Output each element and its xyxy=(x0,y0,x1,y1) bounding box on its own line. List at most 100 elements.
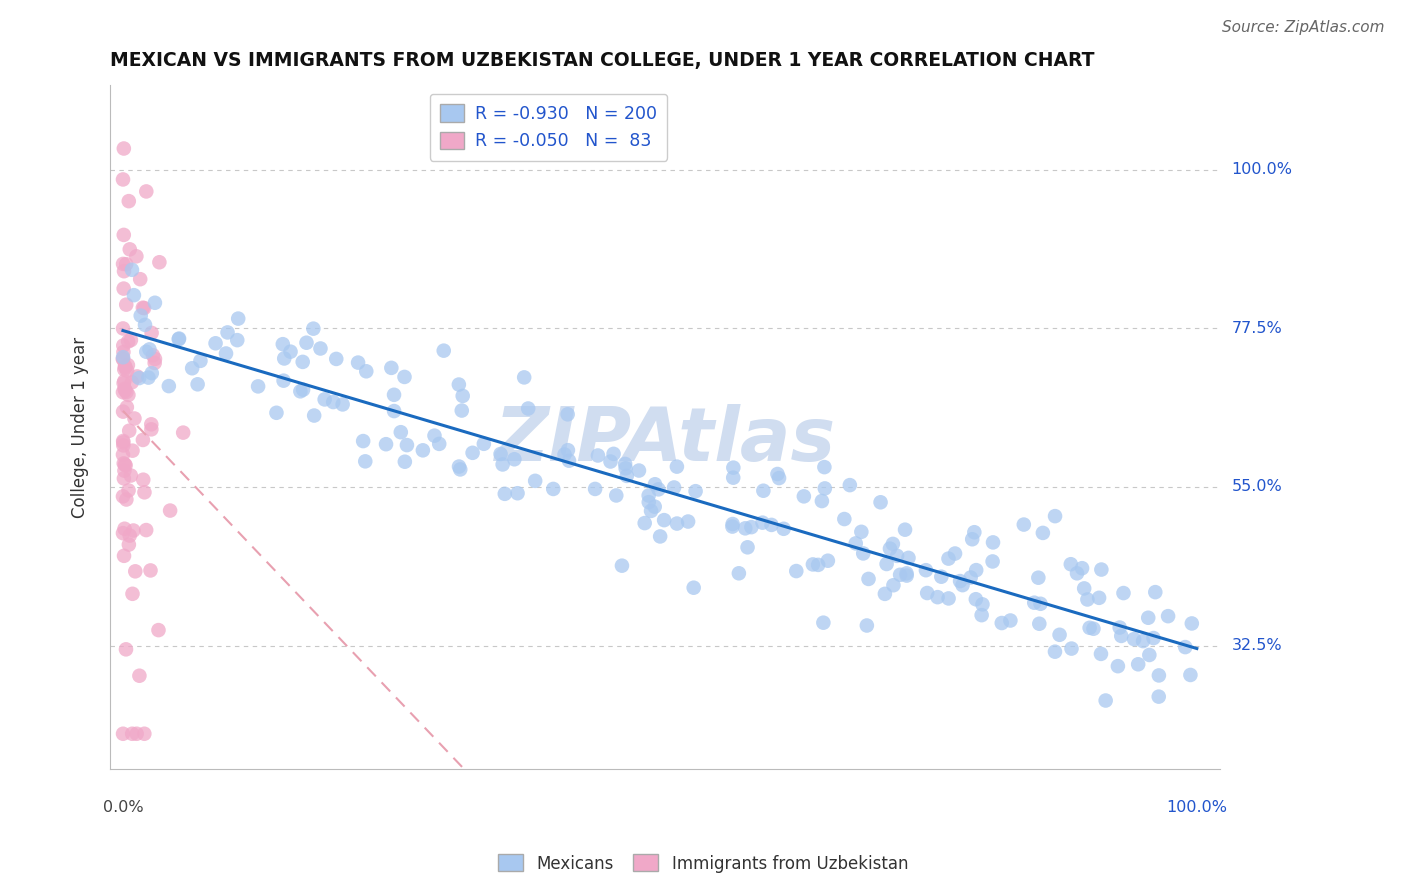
Point xyxy=(766,467,789,481)
Point xyxy=(118,194,141,208)
Point xyxy=(1112,586,1135,600)
Point xyxy=(1024,596,1046,610)
Text: MEXICAN VS IMMIGRANTS FROM UZBEKISTAN COLLEGE, UNDER 1 YEAR CORRELATION CHART: MEXICAN VS IMMIGRANTS FROM UZBEKISTAN CO… xyxy=(110,51,1095,70)
Point xyxy=(740,520,762,534)
Point xyxy=(1032,525,1054,540)
Point xyxy=(1078,621,1101,635)
Point xyxy=(112,727,135,741)
Point xyxy=(647,483,669,497)
Point xyxy=(352,434,374,448)
Point xyxy=(1028,616,1050,631)
Point xyxy=(120,333,142,347)
Point xyxy=(112,374,135,388)
Point xyxy=(449,462,471,476)
Point xyxy=(637,488,659,502)
Point xyxy=(1094,693,1116,707)
Point xyxy=(266,406,288,420)
Point xyxy=(897,550,920,565)
Point xyxy=(114,522,136,536)
Point xyxy=(129,272,152,286)
Point xyxy=(121,727,143,741)
Point xyxy=(943,547,966,561)
Point xyxy=(557,443,579,458)
Point xyxy=(181,361,204,376)
Point xyxy=(134,485,156,500)
Point xyxy=(1060,558,1083,572)
Point xyxy=(141,366,163,380)
Point xyxy=(122,524,145,538)
Point xyxy=(172,425,194,440)
Point xyxy=(1076,592,1098,607)
Point xyxy=(115,298,138,312)
Point xyxy=(375,437,398,451)
Point xyxy=(111,490,134,504)
Point xyxy=(112,321,135,335)
Point xyxy=(602,447,624,461)
Point xyxy=(852,546,875,560)
Text: Source: ZipAtlas.com: Source: ZipAtlas.com xyxy=(1222,20,1385,35)
Point xyxy=(554,448,576,462)
Point xyxy=(394,455,416,469)
Y-axis label: College, Under 1 year: College, Under 1 year xyxy=(72,336,89,517)
Point xyxy=(879,541,901,556)
Point xyxy=(949,574,972,588)
Point xyxy=(382,388,405,402)
Text: 77.5%: 77.5% xyxy=(1232,321,1282,336)
Point xyxy=(347,355,370,369)
Point xyxy=(931,570,953,584)
Point xyxy=(728,566,751,581)
Point xyxy=(121,262,143,277)
Point xyxy=(662,481,685,495)
Point xyxy=(557,407,579,421)
Point xyxy=(1174,640,1197,654)
Point xyxy=(112,362,135,376)
Point xyxy=(128,669,150,683)
Point xyxy=(142,348,165,362)
Point xyxy=(834,512,856,526)
Point xyxy=(132,473,155,487)
Point xyxy=(614,457,637,471)
Point xyxy=(226,311,249,326)
Text: 0.0%: 0.0% xyxy=(103,799,143,814)
Point xyxy=(1128,657,1150,672)
Point xyxy=(1000,614,1022,628)
Point xyxy=(120,468,142,483)
Point xyxy=(886,549,908,563)
Point xyxy=(1028,571,1050,585)
Point xyxy=(637,495,659,509)
Point xyxy=(451,389,474,403)
Text: 100.0%: 100.0% xyxy=(1167,799,1227,814)
Point xyxy=(115,257,138,271)
Point xyxy=(115,492,138,507)
Point xyxy=(676,515,699,529)
Point xyxy=(141,422,163,436)
Point xyxy=(427,437,450,451)
Point xyxy=(112,404,135,418)
Point xyxy=(990,615,1012,630)
Point xyxy=(273,351,295,366)
Point xyxy=(125,727,148,741)
Point xyxy=(1090,563,1112,577)
Point xyxy=(1088,591,1111,605)
Point xyxy=(1123,632,1146,646)
Point xyxy=(1090,647,1112,661)
Point xyxy=(599,454,621,468)
Point xyxy=(112,282,135,296)
Point xyxy=(965,563,987,577)
Point xyxy=(963,525,986,540)
Point xyxy=(489,447,512,461)
Point xyxy=(1049,628,1071,642)
Point xyxy=(112,227,135,242)
Text: 32.5%: 32.5% xyxy=(1232,638,1282,653)
Point xyxy=(143,295,166,310)
Point xyxy=(226,333,249,347)
Point xyxy=(915,586,938,600)
Point xyxy=(322,395,344,409)
Point xyxy=(605,488,627,502)
Point xyxy=(356,364,378,378)
Point xyxy=(882,578,904,592)
Point xyxy=(586,449,609,463)
Point xyxy=(112,464,135,478)
Point xyxy=(813,615,835,630)
Point xyxy=(558,453,581,467)
